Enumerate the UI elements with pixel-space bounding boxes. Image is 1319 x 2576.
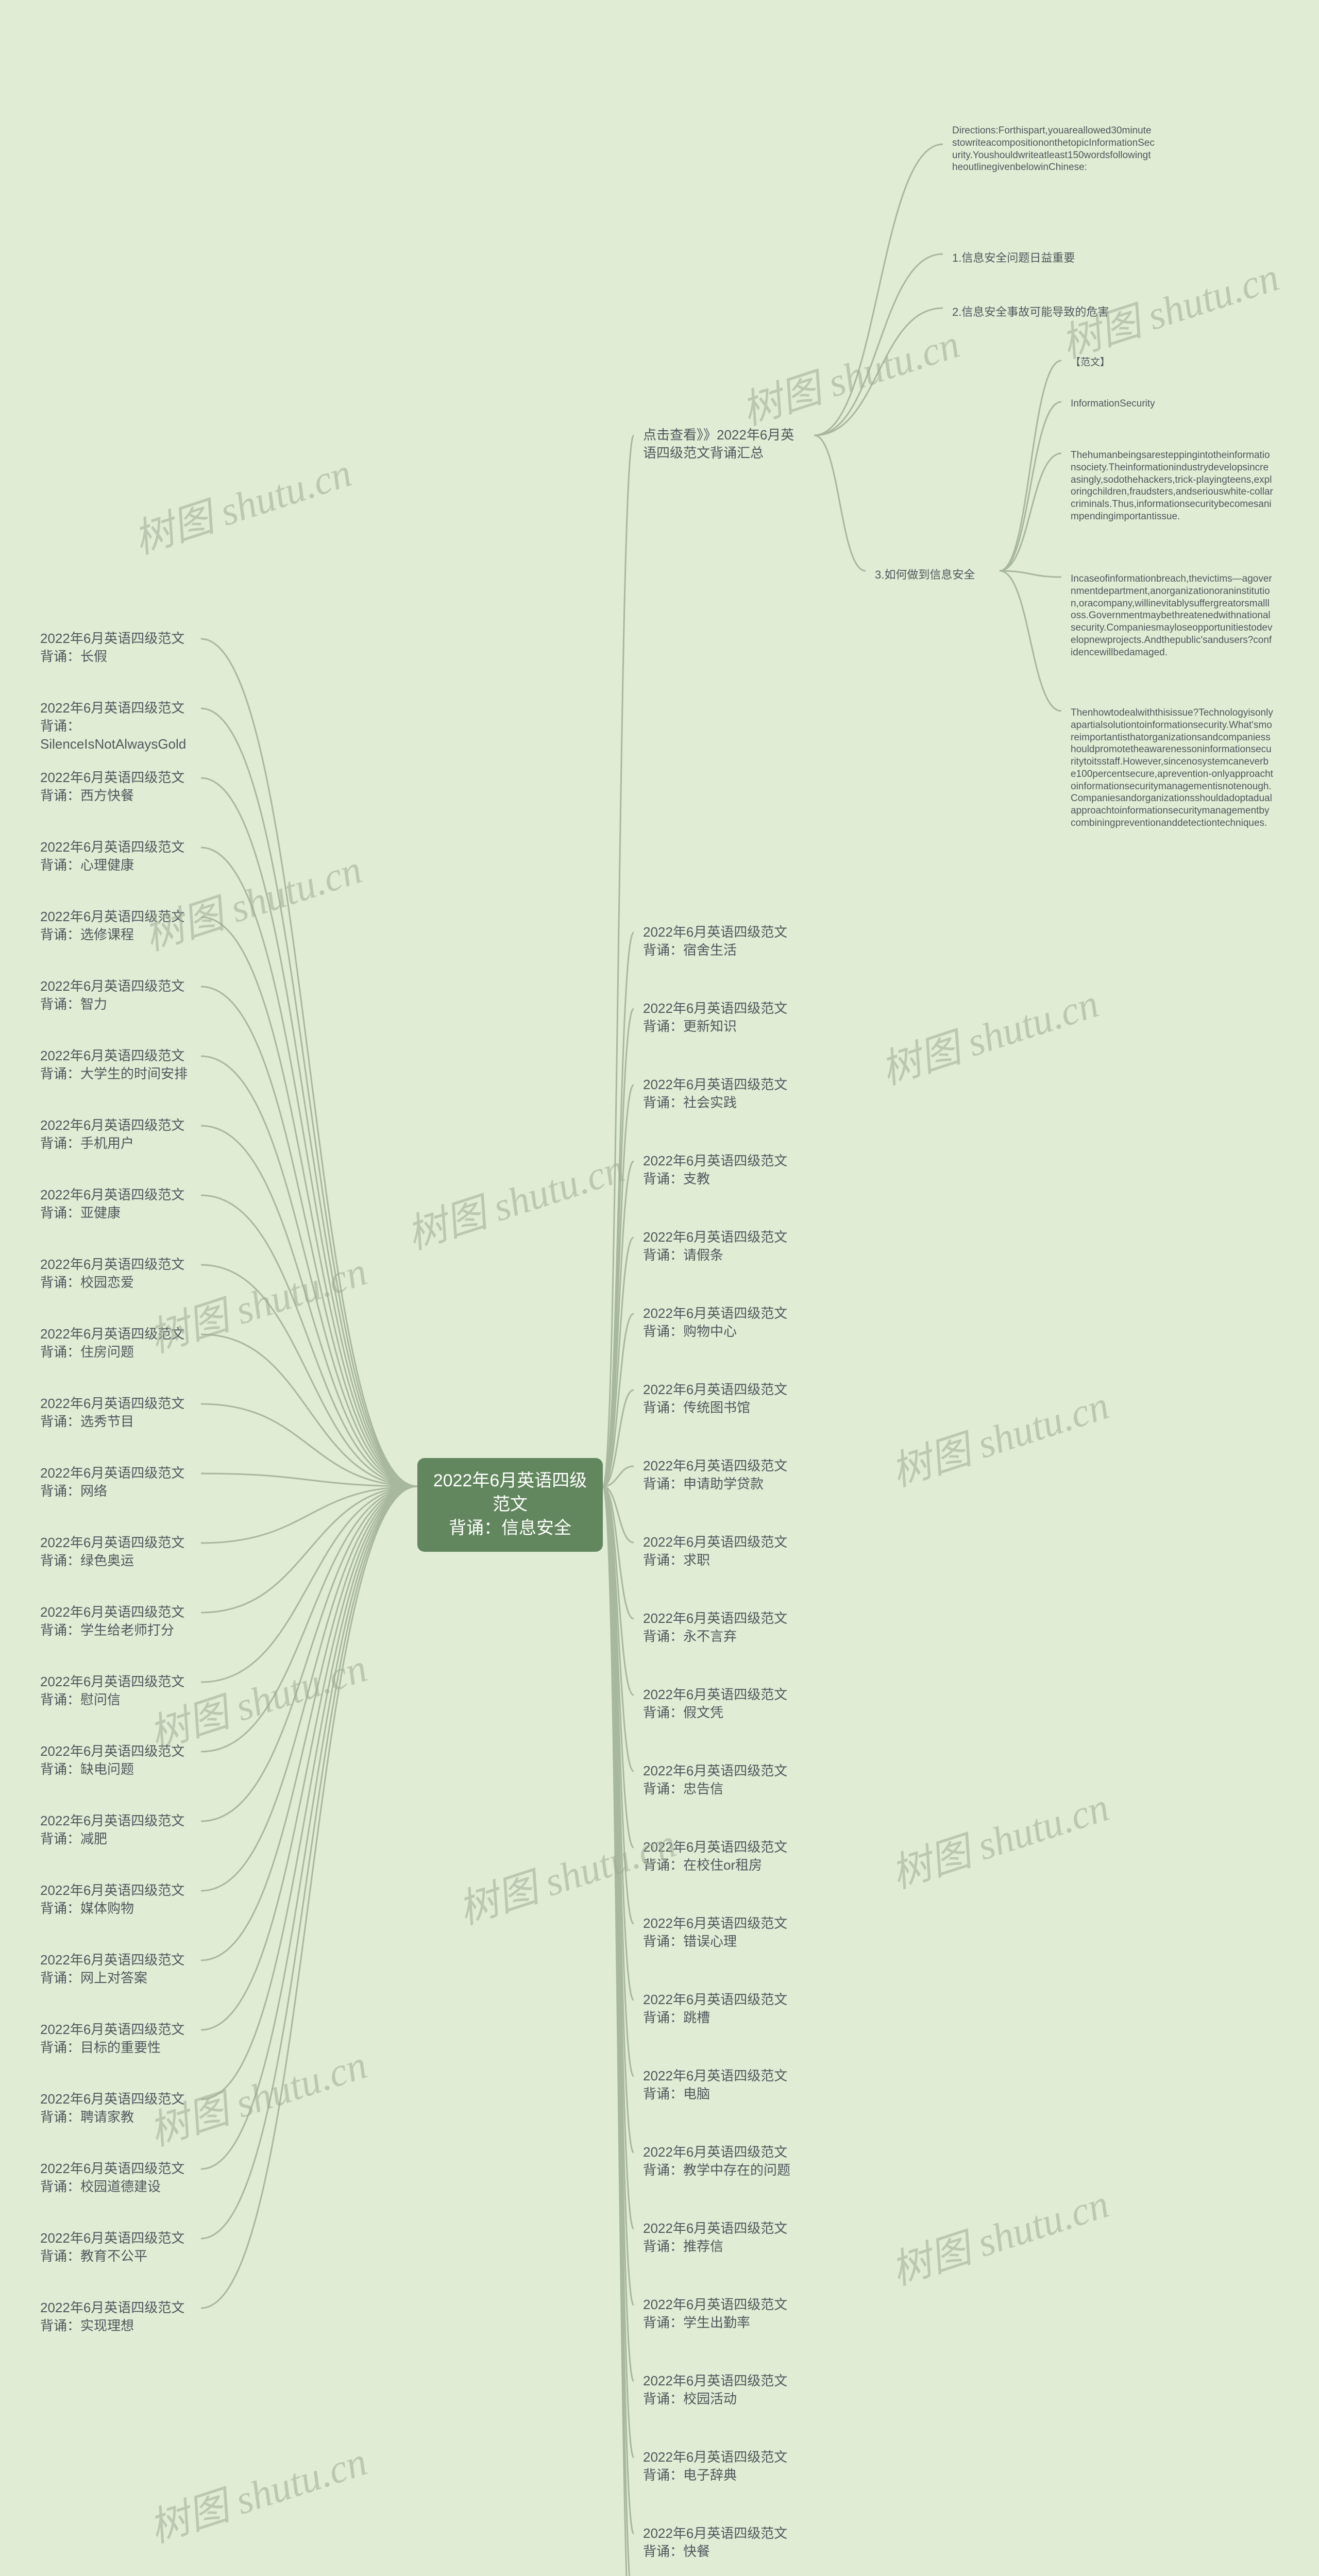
right-micro-1: InformationSecurity xyxy=(1061,392,1216,416)
right-node-20: 2022年6月英语四级范文背诵：电子辞典 xyxy=(634,2442,809,2490)
root-line1: 2022年6月英语四级范文 xyxy=(433,1471,587,1514)
right-micro-4: Thenhowtodealwiththisissue?Technologyiso… xyxy=(1061,701,1283,836)
right-node-2: 2022年6月英语四级范文背诵：社会实践 xyxy=(634,1070,809,1118)
right-sub-directions: Directions:Forthispart,youareallowed30mi… xyxy=(943,118,1164,180)
right-node-13: 2022年6月英语四级范文背诵：错误心理 xyxy=(634,1908,809,1957)
right-micro-2: Thehumanbeingsaresteppingintotheinformat… xyxy=(1061,443,1283,529)
watermark: 树图 shutu.cn xyxy=(883,1373,1115,1498)
right-node-1: 2022年6月英语四级范文背诵：更新知识 xyxy=(634,993,809,1042)
left-node-13: 2022年6月英语四级范文背诵：绿色奥运 xyxy=(31,1528,201,1576)
root-line2: 背诵：信息安全 xyxy=(449,1518,571,1538)
right-micro-0: 【范文】 xyxy=(1061,350,1164,375)
right-node-9: 2022年6月英语四级范文背诵：永不言弃 xyxy=(634,1603,809,1652)
left-node-4: 2022年6月英语四级范文背诵：选修课程 xyxy=(31,902,201,950)
watermark: 树图 shutu.cn xyxy=(733,312,966,436)
left-node-2: 2022年6月英语四级范文背诵：西方快餐 xyxy=(31,762,201,811)
right-node-8: 2022年6月英语四级范文背诵：求职 xyxy=(634,1527,809,1575)
left-node-15: 2022年6月英语四级范文背诵：慰问信 xyxy=(31,1667,201,1715)
left-node-7: 2022年6月英语四级范文背诵：手机用户 xyxy=(31,1110,201,1159)
right-node-21: 2022年6月英语四级范文背诵：快餐 xyxy=(634,2518,809,2567)
left-node-14: 2022年6月英语四级范文背诵：学生给老师打分 xyxy=(31,1597,201,1646)
watermark: 树图 shutu.cn xyxy=(141,2429,373,2554)
right-node-4: 2022年6月英语四级范文背诵：请假条 xyxy=(634,1222,809,1270)
left-node-9: 2022年6月英语四级范文背诵：校园恋爱 xyxy=(31,1249,201,1298)
watermark: 树图 shutu.cn xyxy=(883,1775,1115,1900)
left-node-5: 2022年6月英语四级范文背诵：智力 xyxy=(31,971,201,1020)
left-node-0: 2022年6月英语四级范文背诵：长假 xyxy=(31,623,201,672)
right-micro-3: Incaseofinformationbreach,thevictims—ago… xyxy=(1061,567,1283,665)
right-node-14: 2022年6月英语四级范文背诵：跳槽 xyxy=(634,1985,809,2033)
watermark: 树图 shutu.cn xyxy=(872,971,1105,1096)
mindmap-root: 2022年6月英语四级范文背诵：信息安全 xyxy=(417,1458,603,1552)
left-node-3: 2022年6月英语四级范文背诵：心理健康 xyxy=(31,832,201,880)
right-node-12: 2022年6月英语四级范文背诵：在校住or租房 xyxy=(634,1832,809,1880)
right-sub-2: 2.信息安全事故可能导致的危害 xyxy=(943,299,1149,326)
right-node-18: 2022年6月英语四级范文背诵：学生出勤率 xyxy=(634,2290,809,2338)
left-node-19: 2022年6月英语四级范文背诵：网上对答案 xyxy=(31,1945,201,1993)
left-node-24: 2022年6月英语四级范文背诵：实现理想 xyxy=(31,2293,201,2341)
right-node-7: 2022年6月英语四级范文背诵：申请助学贷款 xyxy=(634,1451,809,1499)
right-node-3: 2022年6月英语四级范文背诵：支教 xyxy=(634,1146,809,1194)
right-parent: 点击查看》》2022年6月英语四级范文背诵汇总 xyxy=(634,420,814,468)
right-node-10: 2022年6月英语四级范文背诵：假文凭 xyxy=(634,1680,809,1728)
right-node-16: 2022年6月英语四级范文背诵：教学中存在的问题 xyxy=(634,2137,809,2185)
right-sub-3: 3.如何做到信息安全 xyxy=(866,562,1020,588)
left-node-11: 2022年6月英语四级范文背诵：选秀节目 xyxy=(31,1388,201,1437)
right-node-15: 2022年6月英语四级范文背诵：电脑 xyxy=(634,2061,809,2109)
right-node-0: 2022年6月英语四级范文背诵：宿舍生活 xyxy=(634,917,809,965)
left-node-8: 2022年6月英语四级范文背诵：亚健康 xyxy=(31,1180,201,1228)
left-node-12: 2022年6月英语四级范文背诵：网络 xyxy=(31,1458,201,1506)
left-node-22: 2022年6月英语四级范文背诵：校园道德建设 xyxy=(31,2154,201,2202)
left-node-1: 2022年6月英语四级范文背诵：SilenceIsNotAlwaysGold xyxy=(31,693,201,759)
left-node-20: 2022年6月英语四级范文背诵：目标的重要性 xyxy=(31,2014,201,2063)
right-node-5: 2022年6月英语四级范文背诵：购物中心 xyxy=(634,1298,809,1347)
watermark: 树图 shutu.cn xyxy=(125,440,358,565)
right-node-11: 2022年6月英语四级范文背诵：忠告信 xyxy=(634,1756,809,1804)
watermark: 树图 shutu.cn xyxy=(398,1136,631,1261)
right-node-19: 2022年6月英语四级范文背诵：校园活动 xyxy=(634,2366,809,2414)
left-node-16: 2022年6月英语四级范文背诵：缺电问题 xyxy=(31,1736,201,1785)
left-node-21: 2022年6月英语四级范文背诵：聘请家教 xyxy=(31,2084,201,2132)
right-node-6: 2022年6月英语四级范文背诵：传统图书馆 xyxy=(634,1375,809,1423)
watermark: 树图 shutu.cn xyxy=(883,2573,1115,2576)
watermark: 树图 shutu.cn xyxy=(883,2172,1115,2296)
right-sub-1: 1.信息安全问题日益重要 xyxy=(943,245,1128,272)
right-node-17: 2022年6月英语四级范文背诵：推荐信 xyxy=(634,2213,809,2262)
left-node-10: 2022年6月英语四级范文背诵：住房问题 xyxy=(31,1319,201,1367)
left-node-6: 2022年6月英语四级范文背诵：大学生的时间安排 xyxy=(31,1041,201,1089)
left-node-18: 2022年6月英语四级范文背诵：媒体购物 xyxy=(31,1875,201,1924)
left-node-17: 2022年6月英语四级范文背诵：减肥 xyxy=(31,1806,201,1854)
left-node-23: 2022年6月英语四级范文背诵：教育不公平 xyxy=(31,2223,201,2272)
